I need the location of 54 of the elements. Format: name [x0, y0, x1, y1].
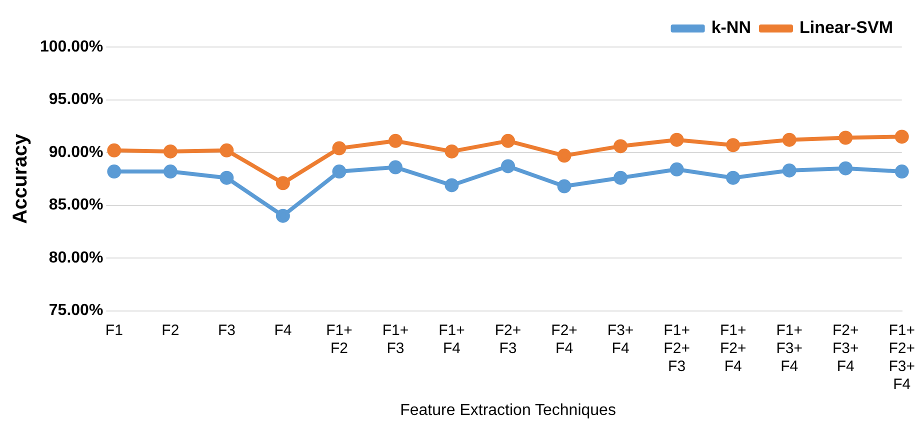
point — [894, 130, 909, 144]
point — [332, 164, 346, 179]
x-tick-label: F1+ F2+ F3 — [664, 322, 690, 375]
x-tick-label: F2+ F4 — [551, 322, 578, 357]
point — [501, 134, 516, 148]
point — [726, 170, 740, 185]
y-tick-label: 75.00% — [48, 302, 104, 320]
x-tick-label: F2+ F3 — [494, 322, 522, 357]
y-tick-label: 90.00% — [48, 144, 104, 161]
point — [107, 164, 122, 179]
point — [557, 148, 572, 163]
x-tick-label: F3 — [218, 322, 236, 339]
point — [501, 159, 516, 174]
x-tick-label: F1+ F4 — [438, 322, 466, 357]
x-tick-label: F1+ F2+ F3+ F4 — [888, 322, 916, 393]
x-axis-title: Feature Extraction Techniques — [400, 402, 616, 419]
x-tick-label: F1 — [105, 322, 123, 339]
point — [388, 160, 402, 174]
point — [670, 132, 684, 147]
point — [388, 134, 402, 148]
y-axis-title: Accuracy — [10, 132, 32, 224]
y-tick-label: 85.00% — [48, 196, 104, 214]
y-tick-label: 100.00% — [40, 38, 104, 56]
x-tick-label: F2 — [162, 322, 180, 339]
x-tick-label: F1+ F3 — [382, 322, 409, 357]
point — [444, 144, 459, 158]
x-tick-label: F4 — [274, 322, 292, 339]
x-tick-label: F3+ F4 — [607, 322, 634, 357]
point — [163, 144, 178, 158]
point — [220, 170, 234, 185]
point — [614, 139, 628, 154]
point — [276, 176, 290, 190]
point — [276, 208, 290, 223]
point — [726, 138, 740, 152]
point — [894, 164, 909, 179]
legend-label: k-NN — [711, 18, 751, 38]
point — [163, 164, 178, 179]
point — [220, 143, 234, 158]
x-tick-label: F1+ F3+ F4 — [776, 322, 803, 375]
point — [614, 170, 628, 185]
legend-label: Linear-SVM — [799, 18, 894, 38]
point — [782, 163, 796, 178]
point — [670, 162, 684, 176]
point — [838, 161, 853, 176]
x-tick-label: F1+ F2 — [326, 322, 353, 357]
point — [444, 178, 459, 192]
point — [332, 141, 346, 156]
x-tick-label: F1+ F2+ F4 — [720, 322, 746, 375]
y-tick-label: 95.00% — [48, 91, 104, 108]
x-tick-label: F2+ F3+ F4 — [832, 322, 859, 375]
point — [782, 132, 796, 147]
y-tick-label: 80.00% — [48, 249, 104, 266]
point — [557, 179, 572, 194]
point — [838, 130, 853, 145]
